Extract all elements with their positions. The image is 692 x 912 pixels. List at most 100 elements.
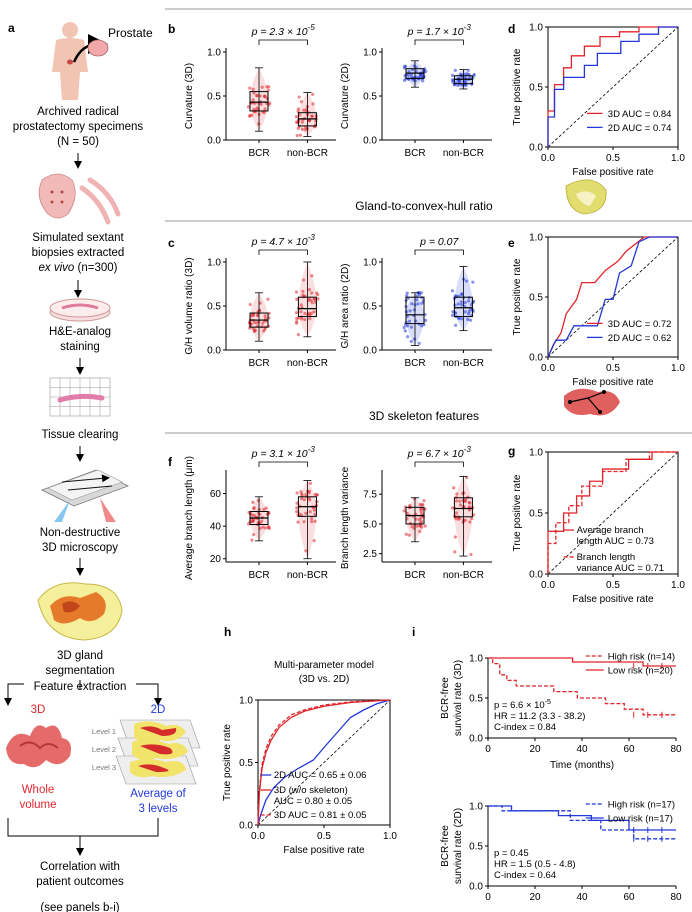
data-point <box>464 83 468 87</box>
data-point <box>299 100 304 104</box>
panel-e-label: e <box>508 236 515 250</box>
panel-d-label: d <box>508 22 515 36</box>
y-axis-label-2: survival rate (3D) <box>453 660 464 736</box>
data-point <box>310 291 314 295</box>
data-point <box>307 496 311 500</box>
x-tick-label: 0 <box>485 892 491 903</box>
section-hull-title: Gland-to-convex-hull ratio <box>355 199 493 213</box>
merge-arrow-right <box>80 818 159 837</box>
panel-a-workflow: a Prostate Archived radical prostatectom… <box>4 21 201 912</box>
data-point <box>297 95 301 99</box>
data-point <box>421 503 425 507</box>
data-point <box>408 503 412 508</box>
p-value-label: p = 6.7 × 10-3 <box>407 445 472 460</box>
y-axis-label: G/H area ratio (2D) <box>340 263 351 348</box>
data-point <box>453 550 457 554</box>
legend-label: 3D AUC = 0.72 <box>608 319 672 330</box>
data-point <box>406 335 410 339</box>
data-point <box>252 506 256 510</box>
y-tick-label: 0.0 <box>363 136 377 147</box>
data-point <box>453 68 457 72</box>
chart-branch-length: 20 40 60 Average branch length (μm) BCR non-B… <box>184 445 336 581</box>
biopsies-line1: Simulated sextant <box>32 232 124 244</box>
x-tick-label: 60 <box>623 744 635 755</box>
data-point <box>309 311 313 315</box>
chart-km-2d: 0.0 0.5 1.0 0 20 40 60 80 BCR-free survival rate … <box>440 800 682 904</box>
y-axis-label: G/H volume ratio (3D) <box>184 257 195 354</box>
data-point <box>450 289 455 293</box>
y-tick-label: 1.0 <box>363 258 377 269</box>
data-point <box>308 118 312 123</box>
x-axis-label: False positive rate <box>572 167 654 178</box>
label-2d: 2D <box>151 704 166 716</box>
data-point <box>250 313 255 317</box>
average-line2: 3 levels <box>139 803 178 815</box>
biopsies-line3: ex vivo (n=300) <box>39 262 118 274</box>
human-figure-icon <box>52 22 88 100</box>
y-tick-label: 0.5 <box>469 694 483 705</box>
data-point <box>302 520 306 524</box>
chart-curvature-3d: 0.0 0.5 1.0 Curvature (3D) BCR non-BCR p = 2.3… <box>184 23 336 159</box>
data-point <box>313 297 317 301</box>
legend-label: Branch length <box>577 552 636 563</box>
x-tick-label: 0.0 <box>251 831 265 842</box>
data-point <box>453 535 457 539</box>
y-axis-label-1: BCR-free <box>440 825 451 867</box>
data-point <box>252 532 256 537</box>
microscope-icon <box>40 469 130 522</box>
box <box>453 497 473 518</box>
box <box>405 296 425 325</box>
seg-line2: segmentation <box>45 665 114 677</box>
legend-label: 2D AUC = 0.74 <box>608 123 672 134</box>
whole-line2: volume <box>19 799 56 811</box>
data-point <box>410 525 414 529</box>
data-point <box>460 317 464 321</box>
legend-label: Average branch <box>577 525 644 536</box>
gland-segmentation-icon <box>37 582 123 641</box>
category-label: non-BCR <box>287 358 328 369</box>
he-line2: staining <box>60 341 100 353</box>
data-point <box>256 511 261 515</box>
data-point <box>251 518 256 522</box>
chance-line <box>547 26 679 148</box>
data-point <box>467 505 472 509</box>
y-tick-label: 0.5 <box>529 83 543 94</box>
data-point <box>309 298 313 303</box>
data-point <box>253 329 257 333</box>
data-point <box>461 499 465 503</box>
panel-f-label: f <box>168 455 173 469</box>
data-point <box>247 320 252 324</box>
data-point <box>299 303 303 307</box>
y-axis-label: Average branch length (μm) <box>184 456 195 580</box>
split-arrow-left <box>4 683 24 706</box>
data-point <box>407 533 411 537</box>
data-point <box>463 300 467 305</box>
data-point <box>294 310 299 315</box>
y-axis-label-2: survival rate (2D) <box>453 808 464 884</box>
chart-subtitle: (3D vs. 2D) <box>299 674 350 685</box>
data-point <box>304 511 308 515</box>
data-point <box>260 519 264 523</box>
legend-label: 2D AUC = 0.62 <box>608 333 672 344</box>
data-point <box>313 512 317 516</box>
data-point <box>453 303 457 307</box>
p-value-label: p = 1.7 × 10-3 <box>407 23 472 38</box>
data-point <box>266 88 270 92</box>
data-point <box>268 101 272 105</box>
data-point <box>264 506 268 510</box>
data-point <box>458 499 462 503</box>
data-point <box>296 333 301 337</box>
x-tick-label: 1.0 <box>671 580 685 591</box>
data-point <box>262 111 266 115</box>
y-tick-label: 0.5 <box>207 92 221 103</box>
x-tick-label: 0.5 <box>317 831 331 842</box>
data-point <box>405 291 409 295</box>
data-point <box>460 303 464 307</box>
chart-roc-h: 0.00.0 0.5 0.5 1.0 1.0 False positive rate Tru… <box>222 660 397 856</box>
data-point <box>459 300 463 304</box>
y-axis-label: True positive rate <box>512 48 523 125</box>
data-point <box>300 120 304 124</box>
x-tick-label: 40 <box>576 744 588 755</box>
survival-curve <box>488 657 676 667</box>
